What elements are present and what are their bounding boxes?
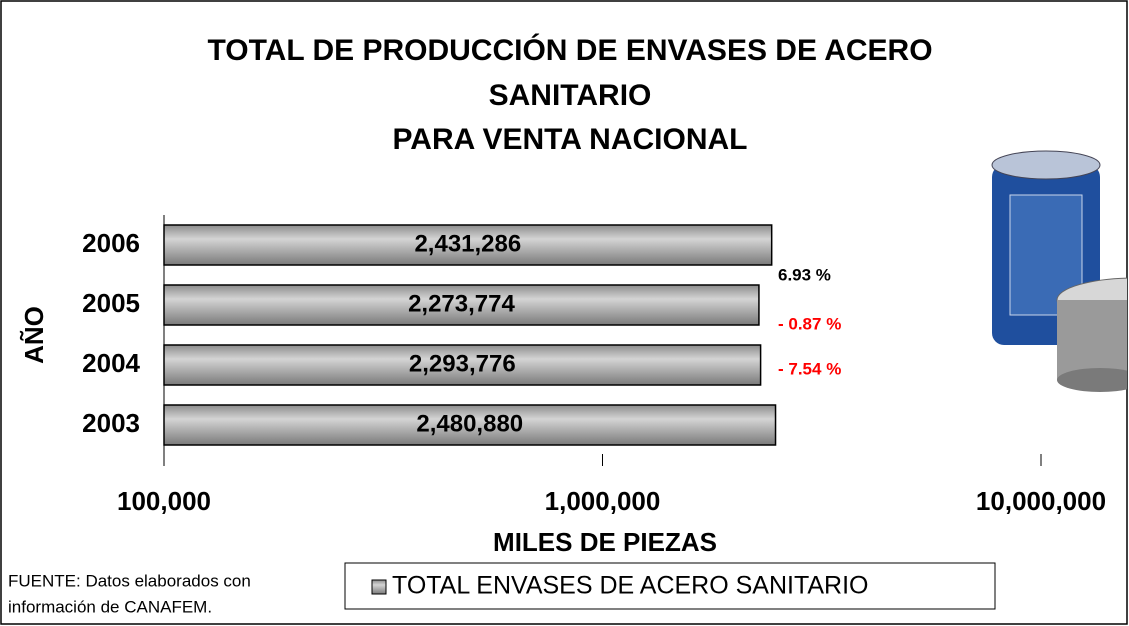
x-tick-label: 1,000,000: [545, 486, 661, 516]
legend-swatch: [372, 580, 386, 594]
data-label: 2,273,774: [408, 290, 515, 317]
y-tick-label: 2006: [82, 228, 140, 258]
x-axis-label: MILES DE PIEZAS: [493, 527, 717, 557]
data-label: 2,431,286: [414, 230, 521, 257]
y-tick-label: 2005: [82, 288, 140, 318]
x-tick-label: 100,000: [117, 486, 211, 516]
y-tick-label: 2004: [82, 348, 140, 378]
source-note: FUENTE: Datos elaborados con: [8, 571, 251, 590]
legend-label: TOTAL ENVASES DE ACERO SANITARIO: [392, 572, 869, 600]
y-tick-label: 2003: [82, 408, 140, 438]
chart-title: TOTAL DE PRODUCCIÓN DE ENVASES DE ACERO: [207, 33, 932, 67]
annotation: - 7.54 %: [778, 359, 841, 378]
chart-title: PARA VENTA NACIONAL: [393, 123, 748, 156]
data-label: 2,480,880: [416, 410, 523, 437]
chart-title: SANITARIO: [489, 79, 652, 112]
annotation: - 0.87 %: [778, 314, 841, 333]
annotation: 6.93 %: [778, 265, 831, 284]
chart: TOTAL DE PRODUCCIÓN DE ENVASES DE ACERO …: [0, 0, 1129, 626]
x-tick-label: 10,000,000: [976, 486, 1106, 516]
y-axis-label: AÑO: [19, 306, 49, 364]
data-label: 2,293,776: [409, 350, 516, 377]
source-note: información de CANAFEM.: [8, 597, 212, 616]
